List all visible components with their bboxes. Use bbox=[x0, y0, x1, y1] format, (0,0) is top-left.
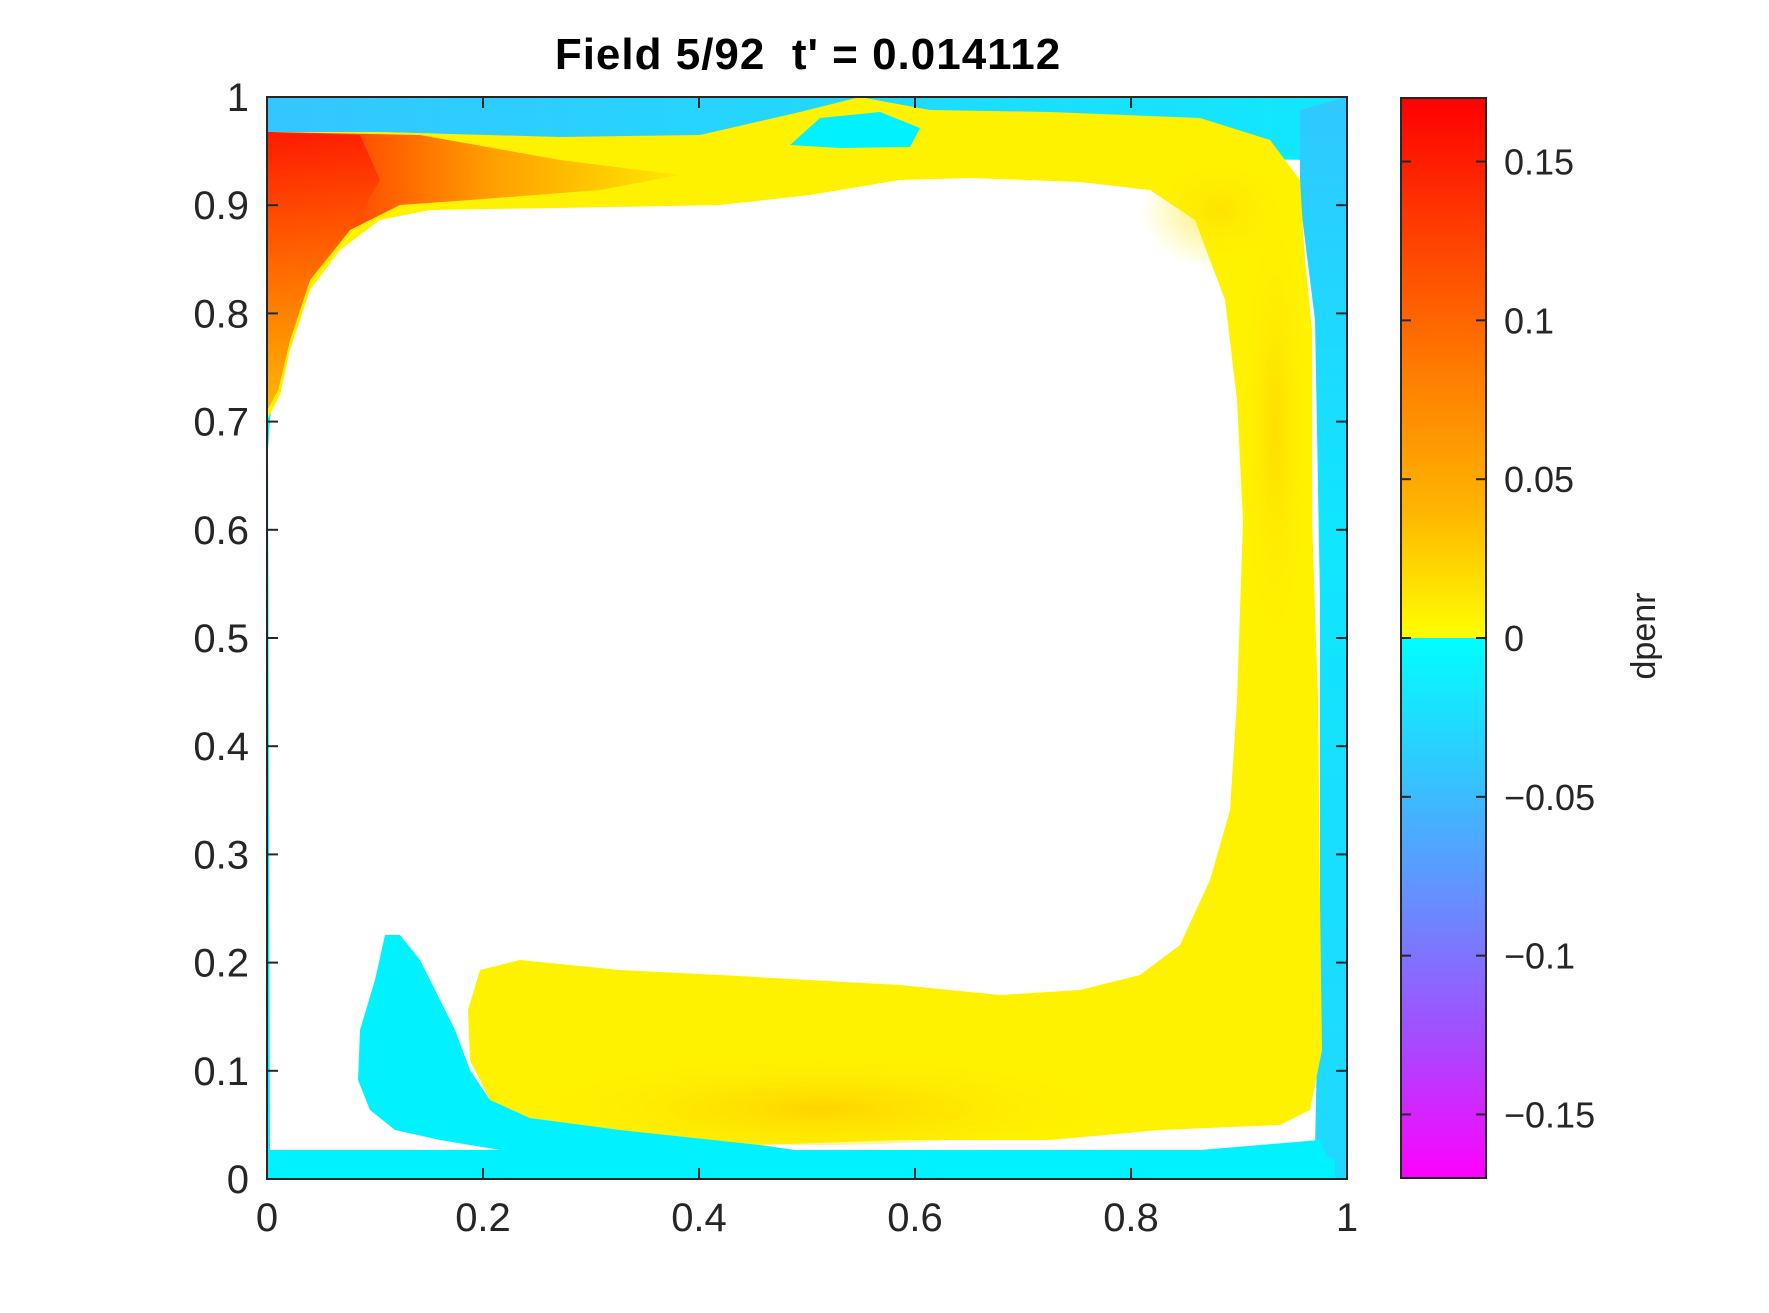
colorbar-tick-label: 0.15 bbox=[1504, 142, 1574, 183]
y-axis-ticks: 0 0.1 0.2 0.3 0.4 0.5 0.6 0.7 0.8 0.9 1 bbox=[193, 76, 1347, 1202]
colorbar-tick-label: 0.05 bbox=[1504, 459, 1574, 500]
y-tick-label: 0.8 bbox=[193, 292, 249, 336]
negative-region-top bbox=[267, 97, 1347, 200]
x-tick-label: 0.6 bbox=[887, 1196, 943, 1240]
positive-upper-right-core bbox=[1140, 150, 1300, 270]
colorbar-label: dpenr bbox=[1625, 593, 1663, 680]
colorbar-tick-label: 0 bbox=[1504, 618, 1524, 659]
y-tick-label: 0.7 bbox=[193, 401, 249, 445]
colorbar-tick-label: −0.15 bbox=[1504, 1094, 1595, 1135]
positive-region-red-corner bbox=[267, 132, 380, 410]
x-tick-label: 0 bbox=[256, 1196, 278, 1240]
colorbar-tick-label: −0.05 bbox=[1504, 777, 1595, 818]
chart-title: Field 5/92 t' = 0.014112 bbox=[554, 30, 1062, 79]
positive-right-core bbox=[1235, 170, 1315, 690]
x-axis-ticks: 0 0.2 0.4 0.6 0.8 1 bbox=[256, 97, 1358, 1240]
y-tick-label: 0.1 bbox=[193, 1050, 249, 1094]
y-tick-label: 0.2 bbox=[193, 942, 249, 986]
x-tick-label: 0.8 bbox=[1103, 1196, 1159, 1240]
colorbar-ticks: 0.15 0.1 0.05 0 −0.05 −0.1 −0.15 bbox=[1401, 142, 1595, 1135]
y-tick-label: 0.4 bbox=[193, 725, 249, 769]
negative-region-top-notch bbox=[790, 112, 920, 148]
x-tick-label: 0.2 bbox=[455, 1196, 511, 1240]
y-tick-label: 0.3 bbox=[193, 833, 249, 877]
x-tick-label: 1 bbox=[1336, 1196, 1358, 1240]
heatmap-field bbox=[267, 97, 1347, 1179]
positive-bottom-core bbox=[490, 1025, 1150, 1145]
y-tick-label: 0.9 bbox=[193, 184, 249, 228]
x-tick-label: 0.4 bbox=[671, 1196, 727, 1240]
y-tick-label: 0.5 bbox=[193, 617, 249, 661]
y-tick-label: 0 bbox=[227, 1158, 249, 1202]
colorbar-tick-label: 0.1 bbox=[1504, 300, 1554, 341]
y-tick-label: 0.6 bbox=[193, 509, 249, 553]
negative-region-bottom bbox=[720, 1140, 1335, 1179]
positive-region-red-wedge bbox=[267, 132, 680, 410]
negative-region-right bbox=[1300, 97, 1347, 1179]
colorbar bbox=[1401, 98, 1486, 1178]
y-tick-label: 1 bbox=[227, 76, 249, 120]
colorbar-tick-label: −0.1 bbox=[1504, 936, 1575, 977]
negative-region-lower-left-lobe bbox=[358, 935, 900, 1170]
